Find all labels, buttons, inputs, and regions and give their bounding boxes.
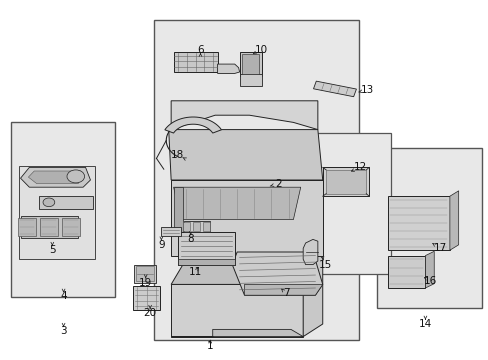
Polygon shape [20,167,90,187]
Bar [134,265,155,283]
Polygon shape [303,239,317,265]
Text: 18: 18 [170,150,184,160]
Bar [193,222,200,231]
Polygon shape [239,52,261,76]
Text: 8: 8 [187,234,194,244]
Text: 9: 9 [158,240,164,250]
Text: 20: 20 [143,308,156,318]
Bar [11,122,115,297]
Bar [133,286,160,310]
Polygon shape [164,117,221,133]
Bar [322,167,368,196]
Polygon shape [168,130,322,180]
Text: 12: 12 [353,162,367,172]
Polygon shape [173,52,217,72]
Bar [183,222,190,231]
Text: 3: 3 [60,326,67,336]
Polygon shape [183,221,210,232]
Polygon shape [425,251,433,288]
Polygon shape [171,329,303,337]
Polygon shape [232,252,322,295]
Text: 11: 11 [188,267,202,277]
Polygon shape [28,171,82,184]
Polygon shape [313,81,356,97]
Polygon shape [178,259,234,265]
Text: 10: 10 [255,45,267,55]
Polygon shape [171,256,322,284]
Text: 13: 13 [360,85,374,95]
Bar [19,166,95,259]
Text: 7: 7 [282,288,289,298]
Polygon shape [303,180,322,337]
Bar [203,222,209,231]
Text: 16: 16 [423,276,436,286]
Bar [387,196,449,250]
Polygon shape [239,74,261,86]
Text: 4: 4 [60,291,67,301]
Polygon shape [39,196,93,209]
Polygon shape [173,187,300,220]
Bar [310,133,390,274]
Text: 5: 5 [49,245,56,255]
Bar [62,218,80,236]
Text: 19: 19 [139,278,152,288]
Text: 1: 1 [206,341,213,351]
Bar [376,148,481,308]
Text: 2: 2 [275,179,282,189]
Bar [18,218,36,236]
Text: 15: 15 [318,260,331,270]
Bar [40,218,58,236]
Polygon shape [173,187,183,234]
Polygon shape [171,180,322,256]
Bar [325,170,366,194]
Bar [136,266,153,281]
Polygon shape [171,284,303,337]
Polygon shape [244,284,322,295]
Text: 14: 14 [418,319,431,329]
Text: 17: 17 [432,243,446,253]
Polygon shape [242,54,259,74]
Bar [154,20,359,340]
Text: 6: 6 [197,45,203,55]
Bar [387,256,425,288]
Circle shape [67,170,84,183]
Polygon shape [171,101,317,130]
Polygon shape [217,64,239,73]
Circle shape [43,198,55,207]
Polygon shape [178,232,234,265]
Polygon shape [161,227,181,236]
Polygon shape [20,216,78,238]
Polygon shape [449,191,458,250]
